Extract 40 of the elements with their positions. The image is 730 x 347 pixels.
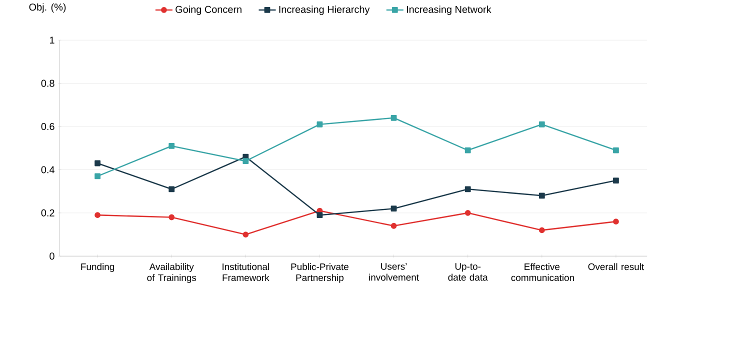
point (94, 212, 100, 218)
x-tick-label: Overall result (588, 263, 644, 270)
point (94, 160, 100, 166)
x-tick-label: Up-to-date data (448, 263, 488, 281)
point (538, 121, 545, 128)
point (464, 147, 471, 154)
point (613, 218, 619, 225)
point (316, 212, 323, 218)
legend-label: Going Concern (176, 6, 242, 15)
x-tick-label: Users’ involvement (369, 263, 419, 281)
legend-label: Increasing Network (406, 6, 492, 15)
point (390, 223, 397, 229)
point (94, 173, 100, 180)
point (168, 186, 175, 192)
legend-label: Increasing Hierarchy (279, 6, 370, 15)
point (242, 232, 249, 238)
y-axis-title: Obj. (%) (29, 3, 66, 13)
point (316, 121, 323, 128)
x-tick-label: Effective communication (511, 263, 574, 282)
point (464, 186, 471, 192)
y-tick-label: 1 (50, 36, 54, 44)
point (613, 147, 619, 154)
x-tick-label: Funding (81, 263, 114, 272)
y-tick-label: 0.4 (41, 166, 54, 174)
point (464, 210, 471, 216)
point (168, 214, 175, 220)
y-tick-label: 0.6 (41, 123, 54, 130)
point (390, 115, 397, 121)
x-tick-label: Institutional Framework (222, 263, 270, 282)
x-tick-label: Availability of Trainings (147, 263, 196, 284)
point (613, 178, 619, 184)
point (168, 143, 175, 149)
point (242, 158, 249, 164)
point (538, 227, 545, 234)
y-tick-label: 0 (50, 252, 54, 260)
y-tick-label: 0.8 (41, 80, 54, 87)
x-tick-label: Public-Private Partnership (291, 263, 348, 284)
y-tick-label: 0.2 (41, 209, 54, 217)
point (538, 192, 545, 199)
point (390, 206, 397, 212)
